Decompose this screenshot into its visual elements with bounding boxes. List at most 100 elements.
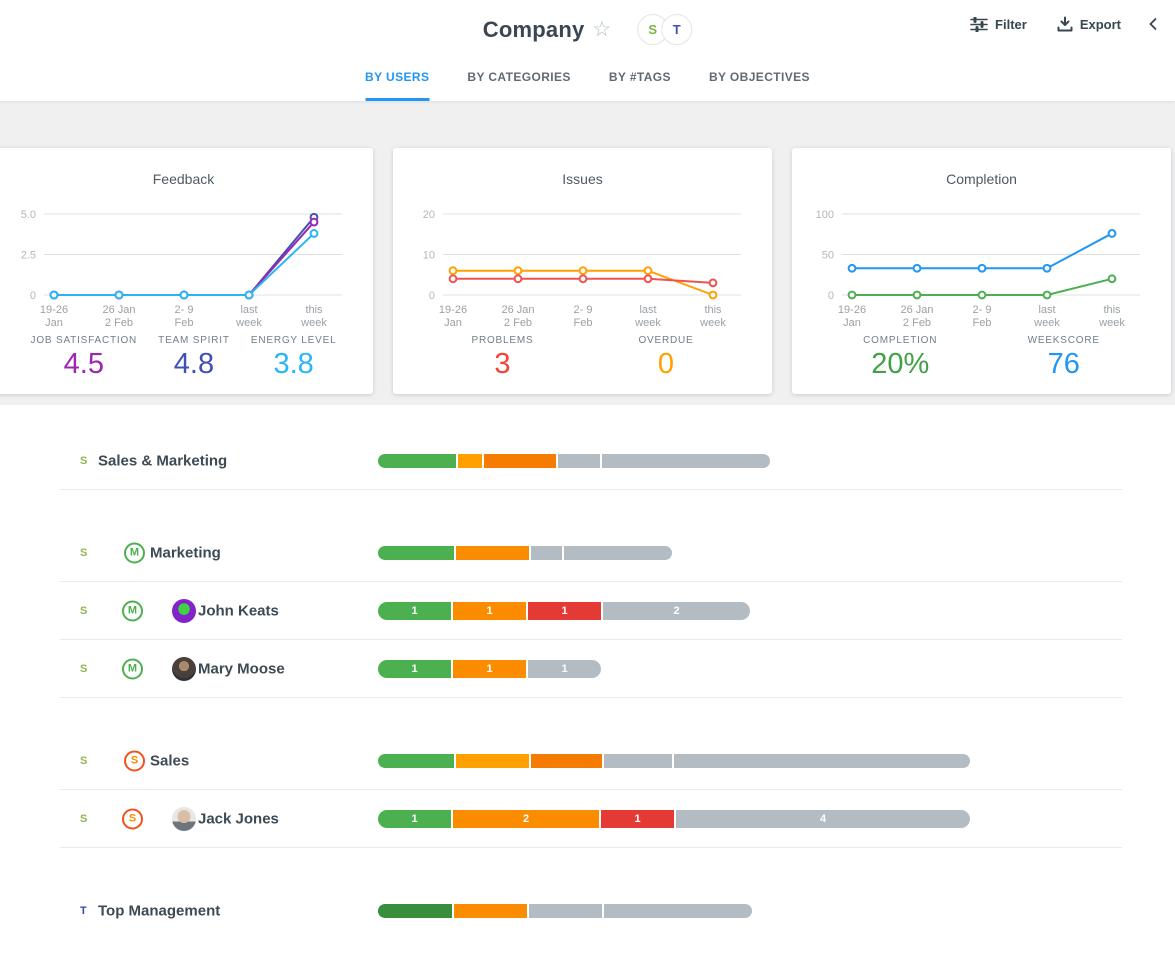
row-name[interactable]: Top Management — [98, 902, 221, 920]
metric-energy-level: ENERGY LEVEL 3.8 — [251, 335, 337, 381]
bar-segment[interactable] — [484, 453, 556, 468]
bar-segment[interactable] — [604, 753, 672, 768]
team-rows-section: S Sales & Marketing S M Marketing S M John Keat… — [0, 405, 1175, 940]
row-name[interactable]: Sales — [150, 752, 190, 769]
team-badge-s: S — [122, 808, 143, 829]
metrics-row: JOB SATISFACTION 4.5 TEAM SPIRIT 4.8 ENERGY … — [0, 335, 373, 381]
department-letter: S — [80, 604, 88, 617]
bar-segment[interactable]: 4 — [676, 809, 970, 828]
segment-count: 1 — [561, 662, 568, 675]
metrics-row: COMPLETION 20% WEEKSCORE 76 — [792, 335, 1171, 381]
svg-text:26 Jan: 26 Jan — [102, 304, 135, 316]
avatar-mary-moose[interactable] — [172, 656, 196, 681]
bar-segment[interactable] — [531, 545, 562, 560]
bar-segment[interactable] — [378, 753, 454, 768]
bar-segment[interactable] — [378, 545, 454, 560]
bar-segment[interactable] — [564, 545, 672, 560]
svg-text:2 Feb: 2 Feb — [504, 317, 532, 329]
metric-job-satisfaction: JOB SATISFACTION 4.5 — [31, 335, 138, 381]
collapse-panel-button[interactable] — [1147, 16, 1159, 32]
data-point — [708, 290, 718, 300]
row-jack-jones: S S Jack Jones 1 2 1 4 — [60, 790, 1122, 848]
tab-by-users[interactable]: BY USERS — [365, 70, 430, 101]
data-point — [847, 263, 857, 273]
data-point — [977, 290, 987, 300]
bar-segment[interactable] — [456, 753, 529, 768]
svg-text:Jan: Jan — [444, 317, 462, 329]
card-title: Completion — [946, 171, 1017, 187]
svg-text:100: 100 — [816, 209, 834, 221]
bar-segment[interactable]: 1 — [378, 601, 451, 620]
export-button-label: Export — [1079, 16, 1121, 32]
export-button[interactable]: Export — [1057, 16, 1121, 32]
bar-segment[interactable]: 1 — [453, 659, 526, 678]
metric-label: JOB SATISFACTION — [30, 335, 138, 346]
progress-bar — [378, 904, 752, 918]
header-actions: Filter Export — [940, 16, 1159, 32]
bar-segment[interactable]: 1 — [528, 601, 601, 620]
progress-bar: 1 1 1 2 — [378, 601, 750, 620]
bar-segment[interactable]: 2 — [603, 601, 750, 620]
row-sales-marketing: S Sales & Marketing — [60, 432, 1122, 490]
tab-by-objectives[interactable]: BY OBJECTIVES — [708, 70, 810, 84]
svg-text:20: 20 — [423, 209, 435, 221]
bar-segment[interactable]: 2 — [453, 809, 599, 828]
data-point — [513, 266, 523, 276]
bar-segment[interactable] — [674, 753, 970, 768]
svg-text:week: week — [634, 317, 661, 329]
svg-text:0: 0 — [429, 290, 435, 302]
bar-segment[interactable] — [454, 904, 527, 918]
segment-count: 1 — [634, 812, 641, 825]
bar-segment[interactable]: 1 — [453, 601, 526, 620]
svg-text:19-26: 19-26 — [838, 304, 866, 316]
svg-text:this: this — [1103, 304, 1121, 316]
row-name[interactable]: Mary Moose — [198, 660, 285, 677]
tab-by-tags[interactable]: BY #TAGS — [608, 70, 671, 84]
bar-segment[interactable] — [558, 453, 600, 468]
department-letter: S — [80, 812, 88, 825]
segment-count: 1 — [561, 604, 568, 617]
bar-segment[interactable]: 1 — [528, 659, 601, 678]
metric-label: COMPLETION — [863, 335, 938, 346]
bar-segment[interactable] — [458, 453, 482, 468]
segment-count: 1 — [411, 662, 418, 675]
avatar-jack-jones[interactable] — [172, 806, 196, 831]
bar-segment[interactable] — [602, 453, 770, 468]
svg-text:2 Feb: 2 Feb — [903, 317, 931, 329]
bar-segment[interactable] — [378, 453, 456, 468]
favorite-star-icon[interactable]: ☆ — [592, 18, 612, 41]
filter-button[interactable]: Filter — [970, 16, 1027, 32]
data-point — [49, 290, 59, 300]
bar-segment[interactable] — [529, 904, 602, 918]
segment-count: 2 — [673, 604, 680, 617]
metric-completion: COMPLETION 20% — [863, 335, 937, 381]
row-name[interactable]: John Keats — [198, 602, 279, 619]
team-badge-m: M — [122, 658, 143, 679]
metric-value: 76 — [1047, 348, 1080, 380]
filter-sliders-icon — [970, 16, 988, 32]
svg-text:26 Jan: 26 Jan — [900, 304, 933, 316]
data-point — [114, 290, 124, 300]
bar-segment[interactable] — [456, 545, 529, 560]
bar-segment[interactable]: 1 — [378, 809, 451, 828]
bar-segment[interactable]: 1 — [601, 809, 674, 828]
bar-segment[interactable] — [531, 753, 602, 768]
data-point — [1107, 229, 1117, 238]
metrics-row: PROBLEMS 3 OVERDUE 0 — [393, 335, 772, 381]
svg-text:Feb: Feb — [574, 317, 593, 329]
avatar-john-keats[interactable] — [172, 598, 196, 623]
row-name[interactable]: Sales & Marketing — [98, 452, 228, 469]
bar-segment[interactable]: 1 — [378, 659, 451, 678]
progress-bar: 1 1 1 — [378, 659, 601, 678]
user-badge-t[interactable]: T — [661, 14, 693, 45]
row-mary-moose: S M Mary Moose 1 1 1 — [60, 640, 1122, 698]
data-point — [244, 290, 254, 300]
svg-text:19-26: 19-26 — [40, 304, 68, 316]
bar-segment[interactable] — [604, 904, 752, 918]
bar-segment[interactable] — [378, 904, 452, 918]
row-name[interactable]: Marketing — [150, 544, 221, 561]
row-name[interactable]: Jack Jones — [198, 810, 279, 827]
tab-by-categories[interactable]: BY CATEGORIES — [467, 70, 571, 84]
metric-value: 4.5 — [63, 348, 104, 380]
